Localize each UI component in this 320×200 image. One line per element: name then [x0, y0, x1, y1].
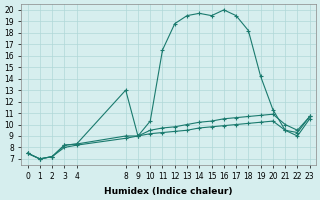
- X-axis label: Humidex (Indice chaleur): Humidex (Indice chaleur): [104, 187, 233, 196]
